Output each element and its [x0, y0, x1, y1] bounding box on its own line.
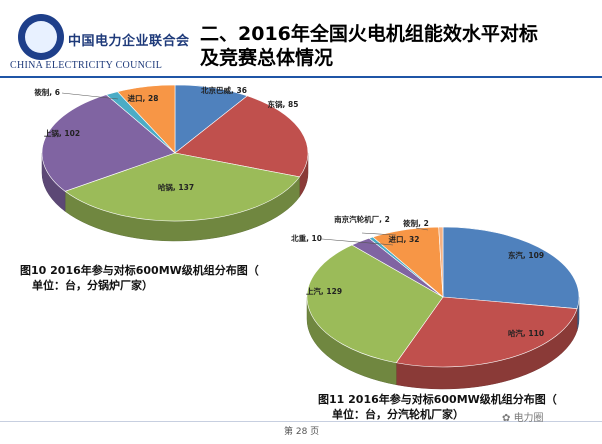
pie-data-label: 哈锅, 137	[158, 182, 194, 192]
pie-data-label: 南京汽轮机厂, 2	[334, 214, 390, 224]
chart1-caption-line1: 图10 2016年参与对标600MW级机组分布图（	[20, 264, 259, 277]
pie-chart-2: 东汽, 109 哈汽, 110 上汽, 129 北重, 10 南京汽轮机厂, 2 进口, …	[291, 214, 580, 390]
pie-data-label: 北京巴威, 36	[201, 85, 247, 95]
pie-slice-3	[306, 244, 444, 364]
pie-data-label: 进口, 28	[128, 93, 159, 103]
logo-emblem-icon	[18, 14, 64, 60]
pie-leader-line	[61, 92, 119, 100]
title-divider	[0, 76, 602, 78]
pie-data-label: 上锅, 102	[44, 128, 80, 138]
pie-data-label: 哈汽, 110	[508, 328, 544, 338]
pie-data-label: 东汽, 109	[508, 250, 544, 260]
logo-org-en: CHINA ELECTRICITY COUNCIL	[10, 60, 163, 71]
footer-divider	[0, 421, 602, 422]
pie-leader-line	[415, 227, 429, 231]
page-number: 第 28 页	[284, 427, 320, 437]
chart2-caption-line2: 单位：台，分汽轮机厂家）	[332, 408, 464, 421]
pie-data-label: 筱制, 6	[34, 87, 60, 97]
pie-data-label: 筱制, 2	[403, 218, 429, 228]
pie-leader-line	[361, 232, 397, 236]
pie-leader-line	[321, 238, 394, 246]
pie-slice-7	[438, 226, 444, 298]
pie-slice-4	[41, 94, 176, 192]
chart2-caption-line1: 图11 2016年参与对标600MW级机组分布图（	[318, 393, 557, 406]
page-title: 二、2016年全国火电机组能效水平对标 及竞赛总体情况	[200, 22, 590, 70]
chart1-caption-line2: 单位：台，分锅炉厂家）	[32, 279, 153, 292]
logo-org-cn: 中国电力企业联合会	[68, 34, 190, 49]
watermark: ✿ 电力圈	[502, 413, 544, 424]
pie-data-label: 东锅, 85	[268, 99, 299, 109]
pie-chart-1: 北京巴威, 36 东锅, 85 哈锅, 137 上锅, 102 筱制, 6 进口, 28	[34, 84, 309, 242]
logo: 中国电力企业联合会 CHINA ELECTRICITY COUNCIL	[8, 10, 198, 80]
pie-data-label: 北重, 10	[291, 233, 322, 243]
pie-slice-2	[395, 296, 578, 368]
pie-data-label: 进口, 32	[389, 234, 420, 244]
pie-data-label: 上汽, 129	[306, 286, 342, 296]
page-title-line1: 二、2016年全国火电机组能效水平对标	[200, 23, 538, 45]
pie-slice-1	[442, 226, 580, 309]
chart2-caption: 图11 2016年参与对标600MW级机组分布图（ 单位：台，分汽轮机厂家）	[318, 392, 557, 422]
chart1-caption: 图10 2016年参与对标600MW级机组分布图（ 单位：台，分锅炉厂家）	[20, 263, 259, 293]
pie-slice-2	[174, 95, 309, 178]
pie-slice-6	[116, 84, 176, 154]
page-title-line2: 及竞赛总体情况	[200, 47, 334, 69]
watermark-text: 电力圈	[513, 413, 544, 424]
pie-slice-3	[64, 152, 301, 222]
